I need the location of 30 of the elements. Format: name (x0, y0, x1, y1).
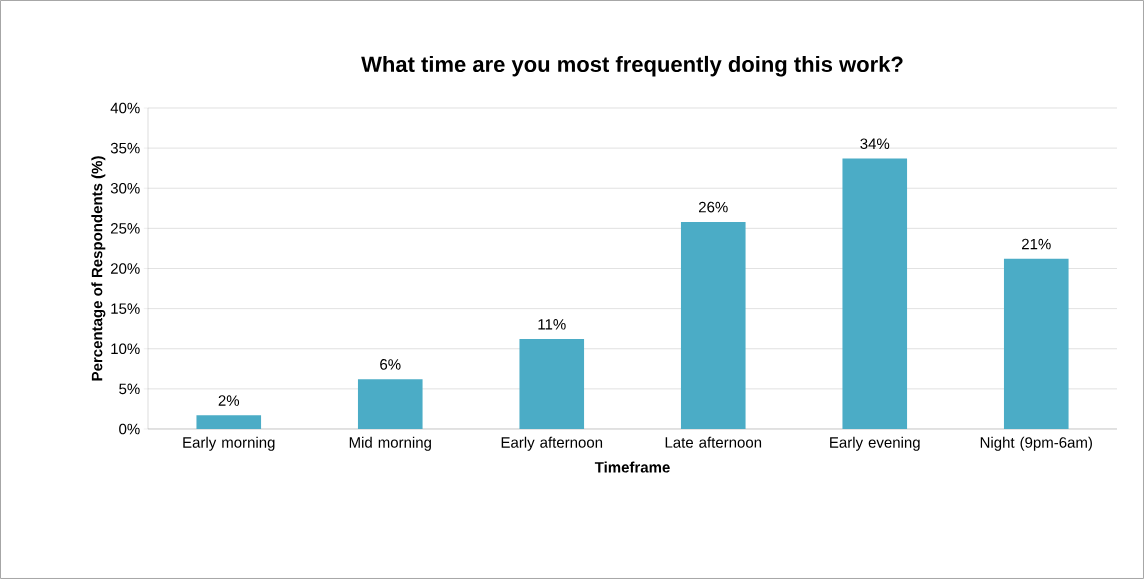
data-label: 2% (218, 395, 240, 406)
bar (519, 339, 585, 429)
x-axis-title: Timeframe (594, 461, 670, 473)
y-tick-label: 5% (119, 383, 140, 395)
y-axis-title: Percentage of Respondents (%) (91, 156, 106, 381)
data-label: 21% (1022, 238, 1051, 250)
data-label: 6% (380, 359, 401, 370)
y-tick-label: 40% (110, 102, 140, 114)
y-tick-label: 25% (110, 223, 140, 234)
x-tick-label: Early afternoon (501, 436, 603, 451)
bar (842, 158, 908, 429)
chart-title: What time are you most frequently doing this work? (361, 55, 903, 77)
bar (357, 379, 423, 429)
bar (1003, 258, 1069, 429)
x-tick-label: Night (9pm-6am) (980, 436, 1092, 451)
x-tick-label: Late afternoon (665, 436, 762, 448)
bar (680, 221, 746, 429)
y-tick-label: 35% (110, 142, 140, 154)
y-tick-label: 20% (110, 263, 140, 274)
y-tick-label: 30% (110, 182, 140, 194)
x-tick-label: Early morning (183, 436, 275, 451)
y-tick-label: 15% (111, 303, 140, 314)
x-tick-label: Mid morning (349, 436, 431, 451)
bar (196, 415, 262, 429)
x-tick-label: Early evening (830, 436, 920, 451)
data-label: 34% (860, 138, 890, 150)
data-label: 26% (699, 201, 728, 213)
y-tick-label: 10% (111, 343, 140, 355)
y-tick-label: 0% (119, 423, 140, 435)
data-label: 11% (538, 319, 566, 330)
